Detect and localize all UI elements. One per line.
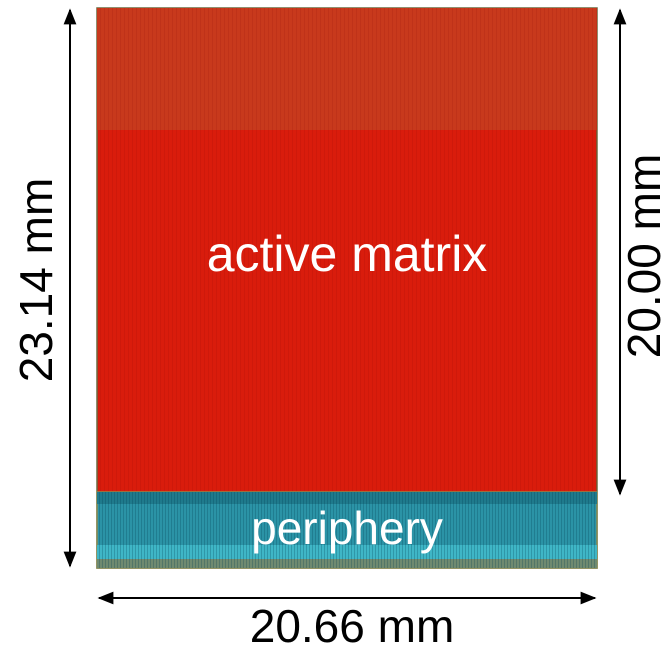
page: active matrix periphery 23.14 mm 20.00 m… (0, 0, 672, 650)
active-matrix-label: active matrix (207, 226, 488, 282)
height-label: 23.14 mm (10, 178, 62, 383)
periphery-label: periphery (251, 502, 443, 554)
width-label: 20.66 mm (250, 600, 455, 650)
active-height-label: 20.00 mm (618, 154, 670, 359)
diagram: active matrix periphery 23.14 mm 20.00 m… (0, 0, 672, 650)
